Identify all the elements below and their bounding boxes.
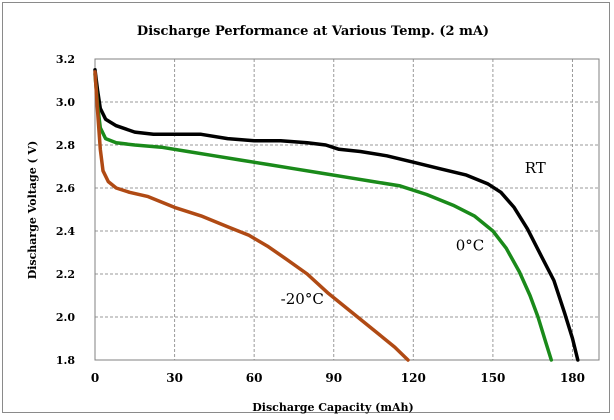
- x-tick-label: 60: [246, 371, 263, 385]
- y-tick-label: 3.2: [56, 53, 75, 66]
- chart-frame: Discharge Performance at Various Temp. (…: [2, 2, 610, 414]
- x-axis-label: Discharge Capacity (mAh): [252, 401, 414, 414]
- plot-area: [94, 58, 600, 361]
- x-tick-label: 180: [560, 371, 585, 385]
- series-line: [93, 68, 580, 362]
- x-tick-label: 90: [325, 371, 342, 385]
- series-annotation: 0°C: [456, 236, 485, 254]
- x-tick-label: 30: [166, 371, 183, 385]
- series-line: [93, 72, 554, 362]
- y-tick-label: 2.0: [56, 311, 75, 324]
- y-tick-label: 2.4: [56, 225, 75, 238]
- series-annotation: RT: [525, 159, 546, 177]
- y-tick-label: 2.6: [56, 182, 75, 195]
- series-line: [93, 70, 410, 362]
- y-tick-label: 2.2: [56, 268, 75, 281]
- y-tick-label: 1.8: [56, 354, 75, 367]
- x-tick-label: 0: [91, 371, 99, 385]
- title-box: [23, 17, 605, 43]
- x-tick-label: 150: [480, 371, 505, 385]
- y-tick-label: 3.0: [56, 96, 75, 109]
- series-annotation: -20°C: [281, 290, 324, 308]
- y-axis-label: Discharge Voltage ( V): [26, 141, 39, 280]
- y-tick-label: 2.8: [56, 139, 75, 152]
- series-lines: [93, 68, 580, 362]
- annotations: RT 0°C -20°C: [281, 159, 546, 308]
- x-tick-label: 120: [401, 371, 426, 385]
- x-tick-labels: 0 30 60 90 120 150 180: [91, 371, 585, 385]
- grid: [94, 58, 599, 361]
- chart-svg: Discharge Performance at Various Temp. (…: [23, 17, 605, 414]
- chart-title: Discharge Performance at Various Temp. (…: [137, 24, 489, 39]
- y-tick-labels: 1.8 2.0 2.2 2.4 2.6 2.8 3.0 3.2: [56, 53, 75, 367]
